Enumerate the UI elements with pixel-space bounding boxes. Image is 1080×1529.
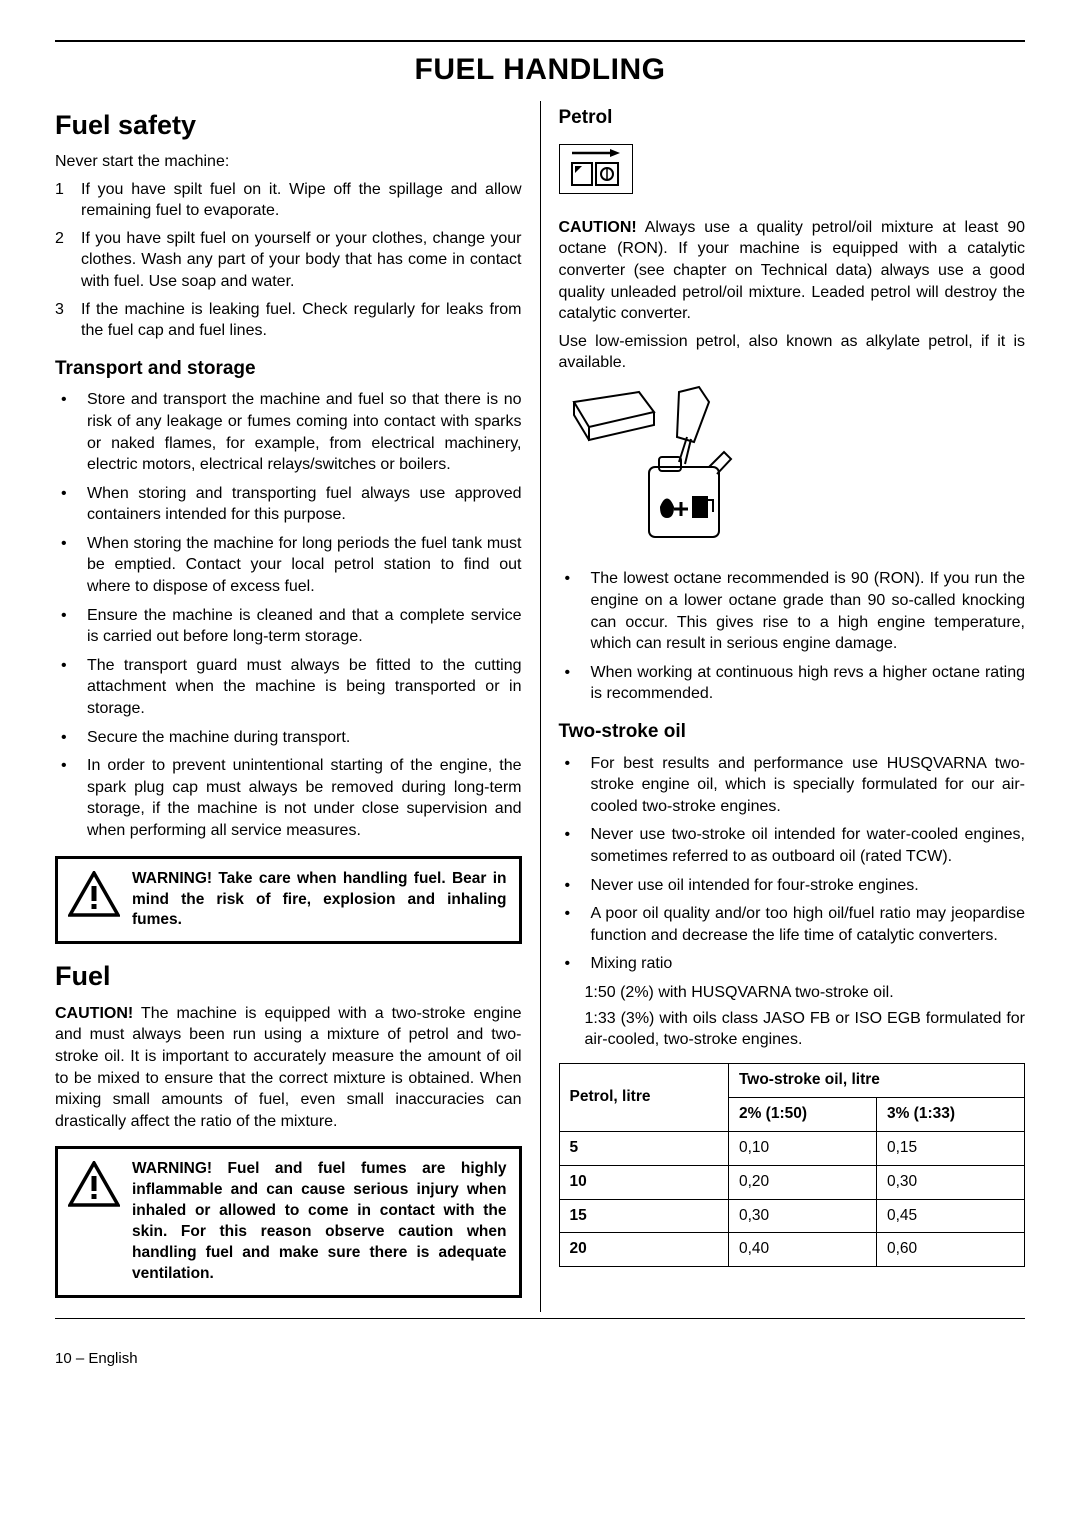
list-item-text: If the machine is leaking fuel. Check re… <box>81 299 522 342</box>
warning-triangle-icon <box>68 871 120 924</box>
list-item: When storing the machine for long period… <box>55 533 522 598</box>
heading-fuel: Fuel <box>55 958 522 994</box>
table-row: 10 0,20 0,30 <box>559 1165 1025 1199</box>
th-petrol: Petrol, litre <box>559 1063 728 1131</box>
list-item: Secure the machine during transport. <box>55 727 522 749</box>
top-rule <box>55 40 1025 42</box>
cell: 0,60 <box>876 1233 1024 1267</box>
list-item: When working at continuous high revs a h… <box>559 662 1026 705</box>
list-item: 3If the machine is leaking fuel. Check r… <box>55 299 522 342</box>
fuel-mix-illustration <box>559 382 1026 559</box>
page-title: FUEL HANDLING <box>55 50 1025 91</box>
cell: 0,10 <box>728 1131 876 1165</box>
list-item-text: Store and transport the machine and fuel… <box>87 389 522 475</box>
warning-box-2: WARNING! Fuel and fuel fumes are highly … <box>55 1146 522 1298</box>
warning-triangle-icon <box>68 1161 120 1214</box>
caution-label: CAUTION! <box>559 219 637 236</box>
cell: 0,15 <box>876 1131 1024 1165</box>
list-item: When storing and transporting fuel alway… <box>55 483 522 526</box>
list-item-text: When working at continuous high revs a h… <box>591 662 1026 705</box>
right-column: Petrol CAUTION! Always use a quality pet… <box>540 101 1026 1312</box>
list-item: 2If you have spilt fuel on yourself or y… <box>55 228 522 293</box>
table-row: 20 0,40 0,60 <box>559 1233 1025 1267</box>
list-item: Mixing ratio <box>559 953 1026 975</box>
list-item-text: Mixing ratio <box>591 953 673 975</box>
caution-petrol: CAUTION! Always use a quality petrol/oil… <box>559 217 1026 325</box>
cell: 0,40 <box>728 1233 876 1267</box>
heading-fuel-safety: Fuel safety <box>55 107 522 143</box>
cell: 15 <box>559 1199 728 1233</box>
list-item: Store and transport the machine and fuel… <box>55 389 522 475</box>
mix-line-2: 1:33 (3%) with oils class JASO FB or ISO… <box>585 1008 1026 1051</box>
list-item-text: When storing and transporting fuel alway… <box>87 483 522 526</box>
list-item: The transport guard must always be fitte… <box>55 655 522 720</box>
list-item: Never use oil intended for four-stroke e… <box>559 875 1026 897</box>
list-item-text: Never use two-stroke oil intended for wa… <box>591 824 1026 867</box>
cell: 0,30 <box>876 1165 1024 1199</box>
cell: 0,20 <box>728 1165 876 1199</box>
bottom-rule <box>55 1318 1025 1319</box>
list-item-text: The transport guard must always be fitte… <box>87 655 522 720</box>
table-row: 5 0,10 0,15 <box>559 1131 1025 1165</box>
fuel-safety-list: 1If you have spilt fuel on it. Wipe off … <box>55 179 522 342</box>
mixing-table: Petrol, litre Two-stroke oil, litre 2% (… <box>559 1063 1026 1268</box>
table-row: 15 0,30 0,45 <box>559 1199 1025 1233</box>
list-item-text: For best results and performance use HUS… <box>591 753 1026 818</box>
list-item-text: If you have spilt fuel on yourself or yo… <box>81 228 522 293</box>
list-item: Ensure the machine is cleaned and that a… <box>55 605 522 648</box>
list-item-text: Secure the machine during transport. <box>87 727 350 749</box>
heading-petrol: Petrol <box>559 105 1026 131</box>
list-item: A poor oil quality and/or too high oil/f… <box>559 903 1026 946</box>
petrol-pump-icon <box>559 144 633 194</box>
warning-text: WARNING! Take care when handling fuel. B… <box>132 869 507 932</box>
list-item-text: When storing the machine for long period… <box>87 533 522 598</box>
list-item-text: In order to prevent unintentional starti… <box>87 755 522 841</box>
heading-twostroke: Two-stroke oil <box>559 719 1026 745</box>
caution-label: CAUTION! <box>55 1005 133 1022</box>
list-item-text: Ensure the machine is cleaned and that a… <box>87 605 522 648</box>
list-item: For best results and performance use HUS… <box>559 753 1026 818</box>
list-item-text: A poor oil quality and/or too high oil/f… <box>591 903 1026 946</box>
cell: 10 <box>559 1165 728 1199</box>
transport-list: Store and transport the machine and fuel… <box>55 389 522 841</box>
warning-text: WARNING! Fuel and fuel fumes are highly … <box>132 1159 507 1285</box>
cell: 20 <box>559 1233 728 1267</box>
low-emission-text: Use low-emission petrol, also known as a… <box>559 331 1026 374</box>
th-oil: Two-stroke oil, litre <box>728 1063 1024 1097</box>
list-item: The lowest octane recommended is 90 (RON… <box>559 568 1026 654</box>
cell: 0,45 <box>876 1199 1024 1233</box>
cell: 0,30 <box>728 1199 876 1233</box>
th-2pct: 2% (1:50) <box>728 1097 876 1131</box>
caution-text: The machine is equipped with a two-strok… <box>55 1005 522 1130</box>
mix-line-1: 1:50 (2%) with HUSQVARNA two-stroke oil. <box>585 982 1026 1004</box>
columns: Fuel safety Never start the machine: 1If… <box>55 101 1025 1312</box>
petrol-list: The lowest octane recommended is 90 (RON… <box>559 568 1026 705</box>
warning-box-1: WARNING! Take care when handling fuel. B… <box>55 856 522 945</box>
list-item: 1If you have spilt fuel on it. Wipe off … <box>55 179 522 222</box>
cell: 5 <box>559 1131 728 1165</box>
th-3pct: 3% (1:33) <box>876 1097 1024 1131</box>
caution-fuel: CAUTION! The machine is equipped with a … <box>55 1003 522 1133</box>
list-item: Never use two-stroke oil intended for wa… <box>559 824 1026 867</box>
list-item: In order to prevent unintentional starti… <box>55 755 522 841</box>
list-item-text: Never use oil intended for four-stroke e… <box>591 875 919 897</box>
table-row: Petrol, litre Two-stroke oil, litre <box>559 1063 1025 1097</box>
heading-transport: Transport and storage <box>55 356 522 382</box>
page-footer: 10 – English <box>55 1349 1025 1369</box>
never-start-text: Never start the machine: <box>55 151 522 173</box>
list-item-text: The lowest octane recommended is 90 (RON… <box>591 568 1026 654</box>
list-item-text: If you have spilt fuel on it. Wipe off t… <box>81 179 522 222</box>
left-column: Fuel safety Never start the machine: 1If… <box>55 101 540 1312</box>
twostroke-list: For best results and performance use HUS… <box>559 753 1026 975</box>
